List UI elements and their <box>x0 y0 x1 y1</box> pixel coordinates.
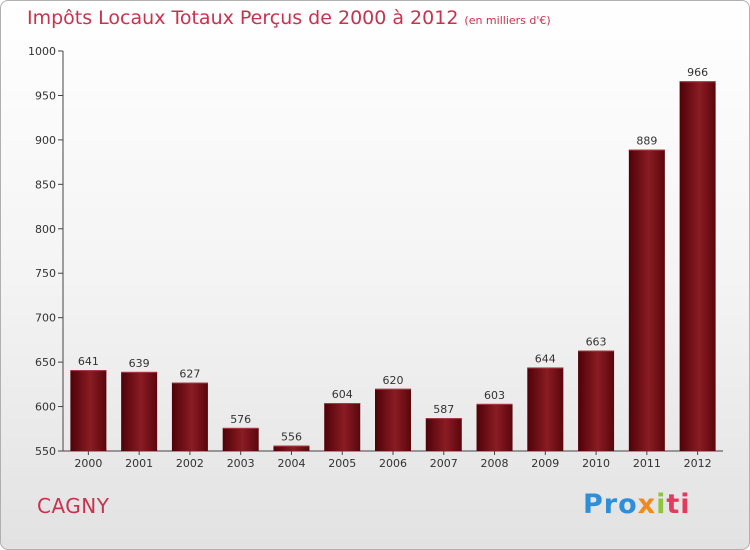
bar <box>375 388 411 451</box>
x-tick-label: 2006 <box>379 457 407 470</box>
y-tick-label: 800 <box>35 223 56 236</box>
x-tick-label: 2010 <box>582 457 610 470</box>
bar <box>679 81 716 451</box>
y-tick-label: 1000 <box>28 45 56 58</box>
chart-unit-note: (en milliers d'€) <box>464 14 551 27</box>
data-label: 966 <box>687 66 708 79</box>
x-tick-label: 2008 <box>481 457 509 470</box>
data-label: 639 <box>129 357 150 370</box>
bar <box>121 371 158 451</box>
bar <box>425 418 462 451</box>
data-label: 644 <box>535 352 556 365</box>
bar <box>222 427 259 451</box>
bars <box>70 81 716 451</box>
data-label: 587 <box>433 403 454 416</box>
data-label: 576 <box>230 413 251 426</box>
bar <box>578 350 615 451</box>
bar <box>70 370 107 451</box>
bar <box>171 382 208 451</box>
x-tick-label: 2002 <box>176 457 204 470</box>
x-tick-label: 2004 <box>277 457 305 470</box>
bar <box>476 403 513 451</box>
x-tick-label: 2003 <box>227 457 255 470</box>
y-tick-label: 700 <box>35 312 56 325</box>
y-tick-label: 550 <box>35 445 56 458</box>
data-label: 620 <box>383 374 404 387</box>
y-tick-label: 750 <box>35 267 56 280</box>
proxiti-logo: Proxiti <box>583 489 691 520</box>
bar <box>273 445 310 451</box>
bar <box>628 149 665 451</box>
x-tick-label: 2007 <box>430 457 458 470</box>
bar <box>527 367 564 451</box>
y-tick-label: 600 <box>35 401 56 414</box>
x-tick-label: 2011 <box>633 457 661 470</box>
y-tick-label: 850 <box>35 178 56 191</box>
chart-title: Impôts Locaux Totaux Perçus de 2000 à 20… <box>27 7 459 29</box>
value-labels: 641 639 627 576 556 604 620 587 603 644 663 889 966 <box>78 66 708 443</box>
x-tick-label: 2000 <box>74 457 102 470</box>
y-tick-label: 900 <box>35 134 56 147</box>
bar <box>324 403 361 451</box>
x-tick-label: 2012 <box>684 457 712 470</box>
data-label: 604 <box>332 388 353 401</box>
data-label: 641 <box>78 355 99 368</box>
x-tick-label: 2009 <box>531 457 559 470</box>
chart-title-block: Impôts Locaux Totaux Perçus de 2000 à 20… <box>27 7 551 29</box>
city-name: CAGNY <box>37 494 110 518</box>
y-tick-label: 950 <box>35 89 56 102</box>
y-tick-label: 650 <box>35 356 56 369</box>
data-label: 556 <box>281 431 302 444</box>
x-tick-label: 2001 <box>125 457 153 470</box>
data-label: 627 <box>179 368 200 381</box>
data-label: 889 <box>636 135 657 148</box>
x-tick-label: 2005 <box>328 457 356 470</box>
data-label: 603 <box>484 389 505 402</box>
data-label: 663 <box>586 336 607 349</box>
